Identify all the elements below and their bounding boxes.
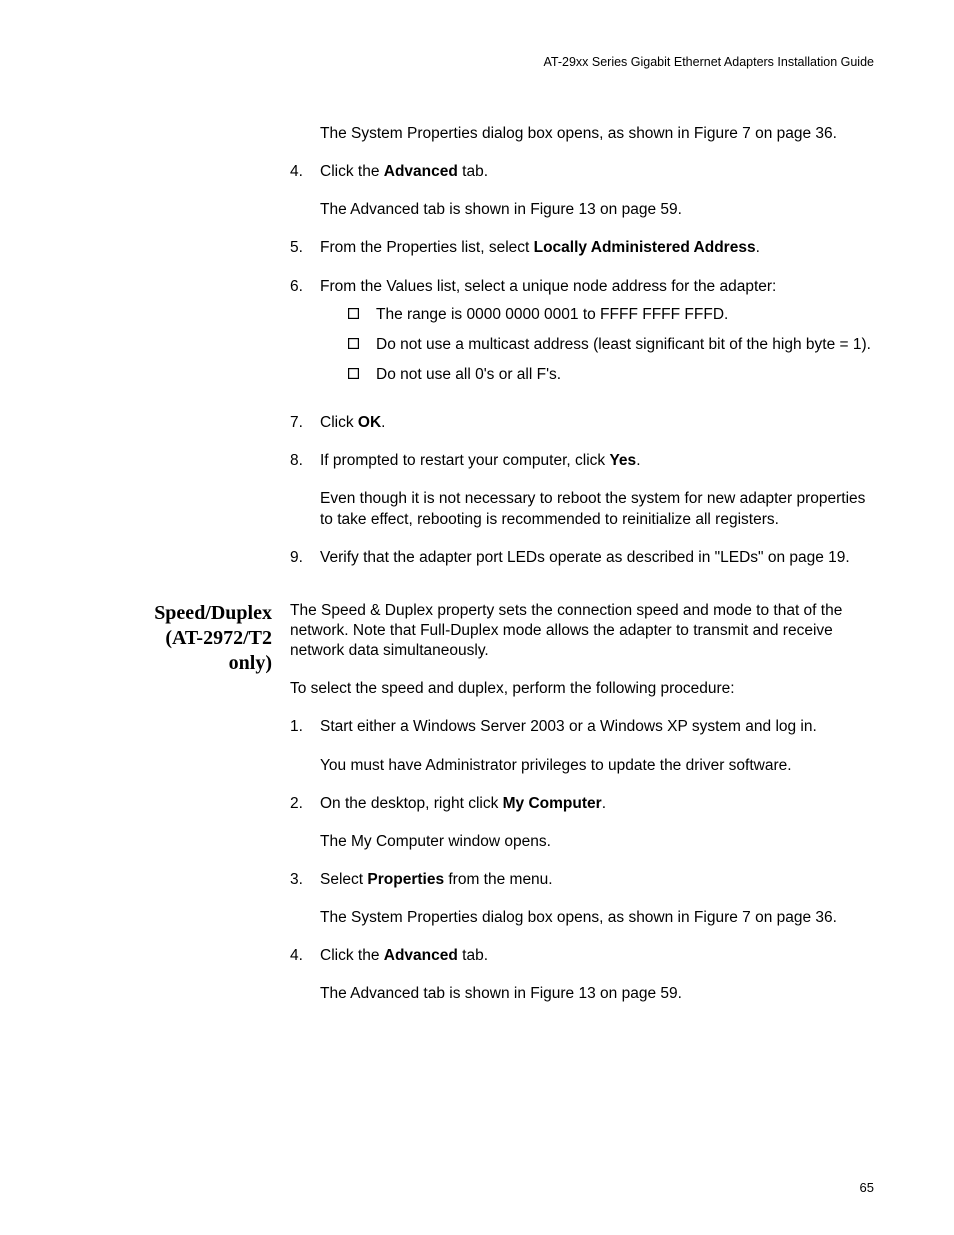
item-number: 8. — [290, 451, 320, 529]
bullet-item: Do not use all 0's or all F's. — [348, 365, 874, 385]
item-text: Even though it is not necessary to reboo… — [320, 489, 874, 529]
procedure-list-1: 4. Click the Advanced tab. The Advanced … — [290, 162, 874, 568]
intro-paragraph: The System Properties dialog box opens, … — [320, 124, 874, 144]
bullet-list: The range is 0000 0000 0001 to FFFF FFFF… — [348, 305, 874, 385]
list-item: 3. Select Properties from the menu. The … — [290, 870, 874, 928]
item-text: Verify that the adapter port LEDs operat… — [320, 548, 874, 568]
item-body: Click the Advanced tab. The Advanced tab… — [320, 946, 874, 1004]
page-container: AT-29xx Series Gigabit Ethernet Adapters… — [0, 0, 954, 1235]
item-body: Select Properties from the menu. The Sys… — [320, 870, 874, 928]
item-number: 1. — [290, 717, 320, 775]
bullet-text: Do not use all 0's or all F's. — [376, 365, 874, 385]
bullet-text: Do not use a multicast address (least si… — [376, 335, 874, 355]
item-number: 6. — [290, 277, 320, 396]
item-text: Click the Advanced tab. — [320, 946, 874, 966]
item-body: Start either a Windows Server 2003 or a … — [320, 717, 874, 775]
item-text: On the desktop, right click My Computer. — [320, 794, 874, 814]
section1-area: The System Properties dialog box opens, … — [80, 124, 874, 586]
list-item: 8. If prompted to restart your computer,… — [290, 451, 874, 529]
item-body: On the desktop, right click My Computer.… — [320, 794, 874, 852]
list-item: 1. Start either a Windows Server 2003 or… — [290, 717, 874, 775]
list-item: 5. From the Properties list, select Loca… — [290, 238, 874, 258]
page-number: 65 — [860, 1180, 874, 1195]
item-text: From the Values list, select a unique no… — [320, 277, 874, 297]
section2-main: The Speed & Duplex property sets the con… — [290, 601, 874, 1023]
square-bullet-icon — [348, 308, 376, 328]
list-item: 7. Click OK. — [290, 413, 874, 433]
item-number: 9. — [290, 548, 320, 568]
item-text: The My Computer window opens. — [320, 832, 874, 852]
list-item: 6. From the Values list, select a unique… — [290, 277, 874, 396]
item-body: Click the Advanced tab. The Advanced tab… — [320, 162, 874, 220]
square-bullet-icon — [348, 368, 376, 388]
section2-area: Speed/Duplex (AT-2972/T2 only) The Speed… — [80, 601, 874, 1023]
section1-main: The System Properties dialog box opens, … — [290, 124, 874, 586]
bullet-item: Do not use a multicast address (least si… — [348, 335, 874, 355]
square-bullet-icon — [348, 338, 376, 358]
item-text: Start either a Windows Server 2003 or a … — [320, 717, 874, 737]
list-item: 4. Click the Advanced tab. The Advanced … — [290, 946, 874, 1004]
item-text: From the Properties list, select Locally… — [320, 238, 874, 258]
item-body: If prompted to restart your computer, cl… — [320, 451, 874, 529]
item-text: The Advanced tab is shown in Figure 13 o… — [320, 984, 874, 1004]
item-text: The Advanced tab is shown in Figure 13 o… — [320, 200, 874, 220]
item-body: Click OK. — [320, 413, 874, 433]
item-body: From the Values list, select a unique no… — [320, 277, 874, 396]
item-number: 5. — [290, 238, 320, 258]
section1-sidebar — [80, 124, 290, 586]
item-text: Click OK. — [320, 413, 874, 433]
running-header: AT-29xx Series Gigabit Ethernet Adapters… — [80, 55, 874, 69]
item-text: If prompted to restart your computer, cl… — [320, 451, 874, 471]
procedure-list-2: 1. Start either a Windows Server 2003 or… — [290, 717, 874, 1004]
bullet-text: The range is 0000 0000 0001 to FFFF FFFF… — [376, 305, 874, 325]
list-item: 9. Verify that the adapter port LEDs ope… — [290, 548, 874, 568]
list-item: 2. On the desktop, right click My Comput… — [290, 794, 874, 852]
item-number: 4. — [290, 946, 320, 1004]
section-intro: The Speed & Duplex property sets the con… — [290, 601, 874, 661]
item-number: 7. — [290, 413, 320, 433]
item-body: From the Properties list, select Locally… — [320, 238, 874, 258]
list-item: 4. Click the Advanced tab. The Advanced … — [290, 162, 874, 220]
item-text: Select Properties from the menu. — [320, 870, 874, 890]
item-number: 2. — [290, 794, 320, 852]
section2-sidebar: Speed/Duplex (AT-2972/T2 only) — [80, 601, 290, 1023]
item-body: Verify that the adapter port LEDs operat… — [320, 548, 874, 568]
item-text: You must have Administrator privileges t… — [320, 756, 874, 776]
section-heading: Speed/Duplex (AT-2972/T2 only) — [80, 601, 272, 676]
section-lead: To select the speed and duplex, perform … — [290, 679, 874, 699]
item-number: 4. — [290, 162, 320, 220]
item-number: 3. — [290, 870, 320, 928]
item-text: Click the Advanced tab. — [320, 162, 874, 182]
bullet-item: The range is 0000 0000 0001 to FFFF FFFF… — [348, 305, 874, 325]
item-text: The System Properties dialog box opens, … — [320, 908, 874, 928]
